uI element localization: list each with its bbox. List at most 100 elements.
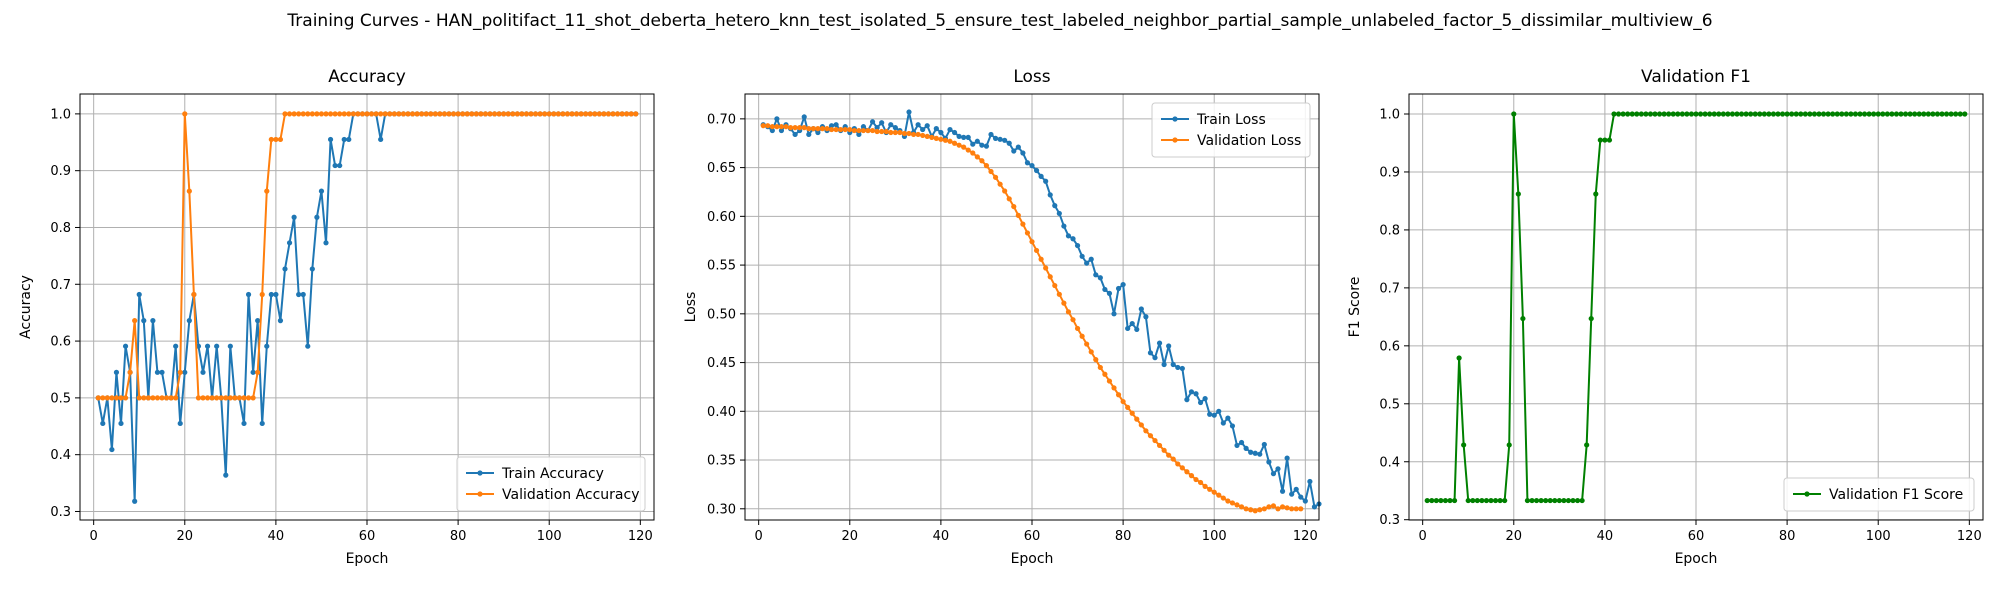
loss-point-1-81 bbox=[1129, 410, 1135, 416]
loss-point-1-67 bbox=[1065, 309, 1072, 315]
validation-f1-point-0-92 bbox=[1843, 111, 1849, 117]
loss-point-1-6 bbox=[787, 125, 794, 131]
loss-point-0-58 bbox=[1024, 160, 1031, 166]
loss-point-1-62 bbox=[1043, 265, 1049, 271]
loss-point-1-3 bbox=[774, 124, 780, 130]
loss-point-0-59 bbox=[1029, 163, 1035, 169]
loss-point-0-12 bbox=[815, 129, 821, 136]
accuracy-legend: Train Accuracy Validation Accuracy bbox=[456, 456, 646, 512]
loss-point-0-91 bbox=[1175, 364, 1181, 371]
accuracy-point-1-79 bbox=[455, 111, 461, 117]
validation-f1-point-0-37 bbox=[1593, 191, 1599, 197]
loss-point-1-43 bbox=[956, 142, 962, 148]
accuracy-point-1-75 bbox=[437, 111, 443, 117]
loss-point-0-67 bbox=[1065, 233, 1072, 239]
accuracy-point-1-15 bbox=[163, 395, 170, 401]
loss-point-1-112 bbox=[1270, 503, 1277, 509]
accuracy-xtick-label-6: 120 bbox=[628, 529, 653, 544]
validation-f1-point-0-3 bbox=[1438, 497, 1444, 504]
accuracy-title: Accuracy bbox=[328, 67, 406, 87]
validation-f1-point-0-21 bbox=[1520, 315, 1526, 322]
accuracy-point-1-90 bbox=[505, 111, 511, 117]
validation-f1-point-0-117 bbox=[1957, 111, 1963, 117]
loss-point-1-99 bbox=[1211, 489, 1217, 495]
loss-point-0-36 bbox=[924, 123, 930, 129]
accuracy-point-1-20 bbox=[186, 188, 192, 194]
loss-point-0-108 bbox=[1252, 450, 1258, 456]
accuracy-legend-box bbox=[456, 456, 646, 512]
validation-f1-point-0-7 bbox=[1456, 355, 1462, 361]
loss-point-1-55 bbox=[1011, 203, 1017, 210]
accuracy-point-1-59 bbox=[364, 111, 370, 117]
validation-f1-point-0-102 bbox=[1889, 111, 1895, 117]
loss-point-1-70 bbox=[1079, 333, 1085, 339]
accuracy-point-0-6 bbox=[122, 343, 129, 349]
loss-point-0-73 bbox=[1093, 272, 1099, 278]
validation-f1-point-0-8 bbox=[1461, 442, 1467, 448]
validation-f1-point-0-70 bbox=[1743, 111, 1749, 117]
loss-xtick-label-5: 100 bbox=[1202, 529, 1227, 544]
validation-f1-point-0-23 bbox=[1529, 497, 1535, 504]
accuracy-point-0-8 bbox=[132, 498, 138, 504]
validation-f1-point-0-48 bbox=[1643, 111, 1649, 117]
accuracy-ytick-label-7: 1.0 bbox=[50, 107, 71, 122]
accuracy-point-1-55 bbox=[346, 111, 352, 117]
validation-f1-point-0-25 bbox=[1538, 497, 1544, 504]
loss-point-0-3 bbox=[774, 116, 780, 122]
panel-validation-f1: 0 20 40 60 80 100 120 0.3 0.4 0.5 0.6 0.7 0.8 0.9 1.0 V… bbox=[1347, 67, 1984, 567]
accuracy-point-1-18 bbox=[177, 369, 183, 375]
accuracy-ytick-label-0: 0.3 bbox=[50, 505, 71, 520]
accuracy-point-1-19 bbox=[182, 111, 188, 117]
loss-xtick-label-4: 80 bbox=[1115, 529, 1132, 544]
loss-point-0-107 bbox=[1248, 449, 1254, 455]
loss-point-0-54 bbox=[1006, 140, 1012, 146]
loss-point-1-28 bbox=[888, 129, 894, 136]
loss-point-0-75 bbox=[1102, 286, 1108, 293]
accuracy-point-1-102 bbox=[560, 111, 566, 117]
accuracy-point-1-82 bbox=[469, 111, 475, 117]
accuracy-point-1-65 bbox=[391, 111, 397, 117]
validation-f1-point-0-100 bbox=[1880, 111, 1886, 117]
loss-point-0-50 bbox=[988, 131, 994, 138]
loss-point-0-53 bbox=[1002, 137, 1008, 143]
validation-f1-point-0-36 bbox=[1588, 315, 1594, 322]
loss-point-1-108 bbox=[1252, 508, 1258, 514]
accuracy-xlabel: Epoch bbox=[346, 551, 389, 567]
loss-point-0-120 bbox=[1307, 478, 1313, 485]
loss-point-0-84 bbox=[1143, 314, 1149, 320]
validation-f1-point-0-46 bbox=[1634, 111, 1640, 117]
accuracy-point-0-28 bbox=[223, 472, 229, 478]
validation-f1-point-0-16 bbox=[1497, 497, 1503, 504]
validation-f1-point-0-68 bbox=[1734, 111, 1740, 117]
loss-point-0-43 bbox=[956, 133, 962, 140]
loss-point-0-39 bbox=[938, 129, 944, 136]
loss-point-0-34 bbox=[915, 122, 921, 128]
validation-f1-xtick-label-3: 60 bbox=[1688, 529, 1705, 544]
loss-point-1-97 bbox=[1202, 483, 1208, 489]
accuracy-point-0-53 bbox=[337, 162, 343, 169]
accuracy-point-1-2 bbox=[104, 395, 110, 401]
validation-f1-point-0-17 bbox=[1502, 497, 1508, 504]
accuracy-point-0-39 bbox=[273, 291, 279, 298]
figure-suptitle: Training Curves - HAN_politifact_11_shot… bbox=[286, 11, 1712, 31]
loss-point-1-50 bbox=[988, 168, 994, 175]
accuracy-point-0-62 bbox=[378, 136, 384, 143]
accuracy-point-1-48 bbox=[314, 111, 320, 117]
loss-point-0-79 bbox=[1120, 281, 1126, 288]
loss-point-0-89 bbox=[1166, 343, 1172, 349]
validation-f1-point-0-63 bbox=[1711, 111, 1717, 117]
accuracy-point-0-10 bbox=[141, 318, 147, 324]
validation-f1-point-0-12 bbox=[1479, 497, 1485, 504]
validation-f1-point-0-26 bbox=[1543, 497, 1549, 504]
accuracy-point-1-87 bbox=[491, 111, 498, 117]
loss-point-1-31 bbox=[901, 130, 908, 137]
validation-f1-ytick-label-6: 0.9 bbox=[1379, 165, 1400, 180]
loss-point-0-114 bbox=[1279, 488, 1286, 494]
validation-f1-point-0-112 bbox=[1934, 111, 1941, 117]
loss-point-1-5 bbox=[783, 124, 789, 130]
loss-point-1-114 bbox=[1279, 504, 1286, 510]
validation-f1-point-0-50 bbox=[1652, 111, 1658, 117]
validation-f1-point-0-79 bbox=[1784, 111, 1790, 117]
loss-point-1-56 bbox=[1015, 212, 1021, 218]
validation-f1-point-0-56 bbox=[1679, 111, 1685, 117]
